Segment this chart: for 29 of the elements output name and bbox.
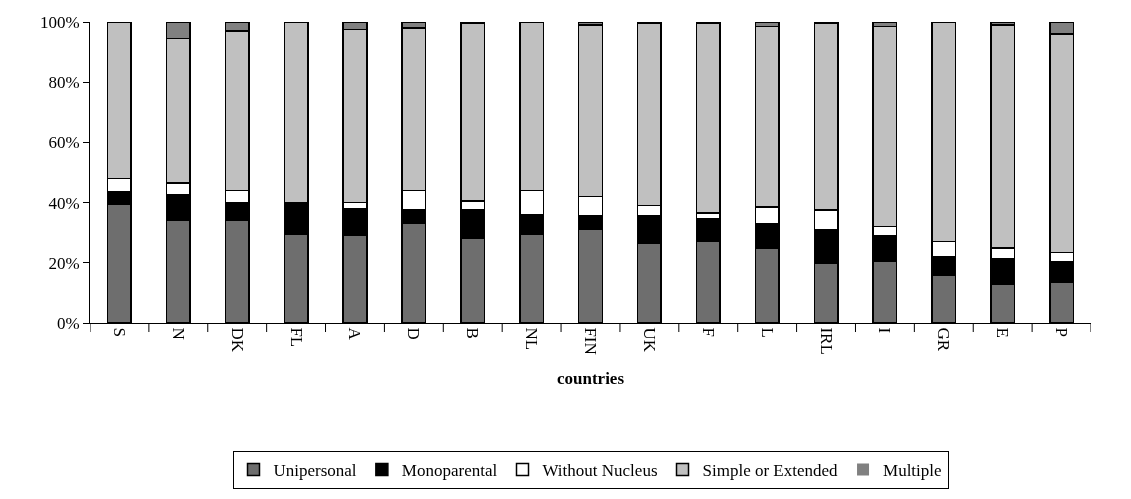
- legend-label: Unipersonal: [273, 461, 357, 481]
- x-tick-label: D: [404, 327, 424, 340]
- x-tick-label: E: [993, 327, 1013, 338]
- x-tick-label: UK: [639, 327, 659, 353]
- x-tick-label: N: [168, 327, 188, 340]
- x-tick-label: FIN: [580, 327, 600, 355]
- x-tick-label: DK: [227, 327, 247, 353]
- y-tick-label: 20%: [48, 253, 80, 273]
- y-tick-label: 0%: [56, 313, 80, 333]
- legend-label: Multiple: [883, 461, 942, 481]
- x-tick-label: S: [109, 327, 129, 337]
- x-tick-label: A: [345, 327, 365, 341]
- y-tick-label: 80%: [48, 73, 80, 93]
- x-tick-label: I: [875, 327, 895, 334]
- x-tick-label: FL: [286, 327, 306, 348]
- x-tick-label: GR: [934, 327, 954, 352]
- y-tick-label: 60%: [48, 133, 80, 153]
- x-tick-label: IRL: [816, 327, 836, 355]
- x-tick-label: F: [698, 327, 718, 337]
- x-tick-label: P: [1052, 327, 1072, 337]
- x-tick-label: L: [757, 327, 777, 338]
- y-tick-label: 40%: [48, 193, 80, 213]
- y-tick-label: 100%: [39, 12, 80, 32]
- legend-label: Without Nucleus: [542, 461, 658, 481]
- legend-label: Simple or Extended: [702, 461, 839, 481]
- x-tick-label: B: [463, 327, 483, 339]
- x-axis-title: countries: [556, 369, 625, 389]
- legend-label: Monoparental: [401, 461, 498, 481]
- x-tick-label: NL: [522, 327, 542, 351]
